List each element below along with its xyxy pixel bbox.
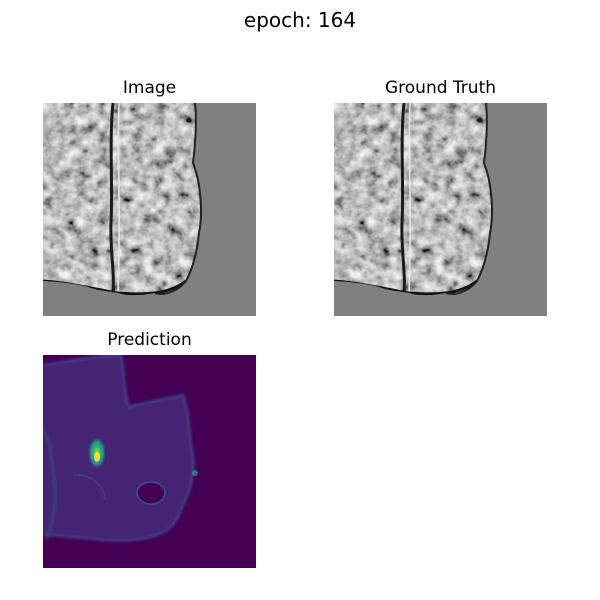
image-panel [43,103,256,316]
ground-truth-panel-title: Ground Truth [384,78,497,98]
prediction-heatmap [43,355,256,568]
prediction-panel-title: Prediction [107,330,192,350]
figure-title: epoch: 164 [243,8,357,32]
mri-slice-image [43,103,256,316]
mri-slice-ground-truth [334,103,547,316]
image-panel-title: Image [122,78,177,98]
prediction-panel [43,355,256,568]
ground-truth-panel [334,103,547,316]
